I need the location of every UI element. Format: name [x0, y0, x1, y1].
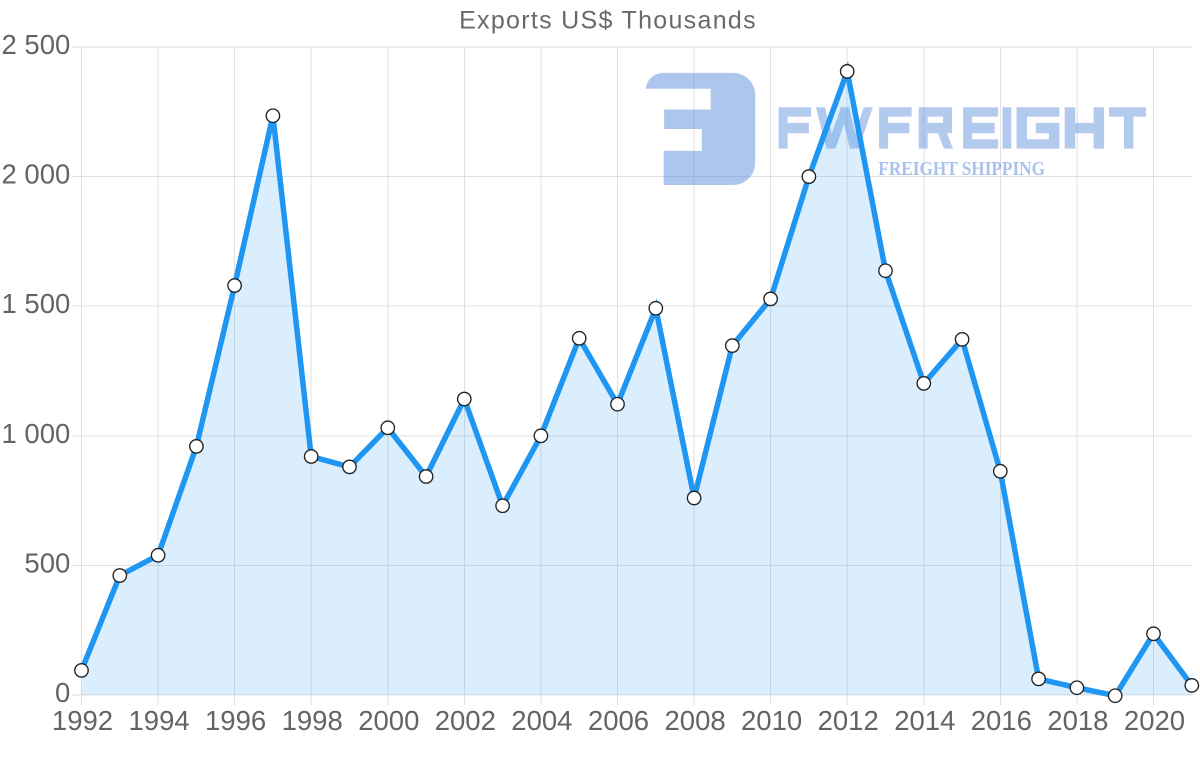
- svg-text:2002: 2002: [435, 705, 496, 736]
- svg-text:2016: 2016: [971, 705, 1032, 736]
- svg-text:2 000: 2 000: [1, 159, 70, 190]
- svg-text:2010: 2010: [741, 705, 802, 736]
- svg-text:2000: 2000: [358, 705, 419, 736]
- svg-text:Exports US$ Thousands: Exports US$ Thousands: [459, 6, 757, 34]
- svg-text:1994: 1994: [129, 705, 190, 736]
- svg-text:1 000: 1 000: [1, 418, 70, 449]
- svg-text:2018: 2018: [1047, 705, 1108, 736]
- svg-text:500: 500: [24, 547, 70, 578]
- svg-text:2020: 2020: [1124, 705, 1185, 736]
- svg-text:2012: 2012: [818, 705, 879, 736]
- svg-text:2004: 2004: [511, 705, 572, 736]
- svg-text:2006: 2006: [588, 705, 649, 736]
- svg-text:FREIGHT SHIPPING: FREIGHT SHIPPING: [878, 158, 1045, 180]
- svg-text:0: 0: [55, 677, 70, 708]
- svg-text:1992: 1992: [52, 705, 113, 736]
- svg-text:1998: 1998: [282, 705, 343, 736]
- svg-text:1 500: 1 500: [1, 288, 70, 319]
- svg-text:2014: 2014: [894, 705, 955, 736]
- svg-text:1996: 1996: [205, 705, 266, 736]
- svg-text:2 500: 2 500: [1, 29, 70, 60]
- svg-text:2008: 2008: [665, 705, 726, 736]
